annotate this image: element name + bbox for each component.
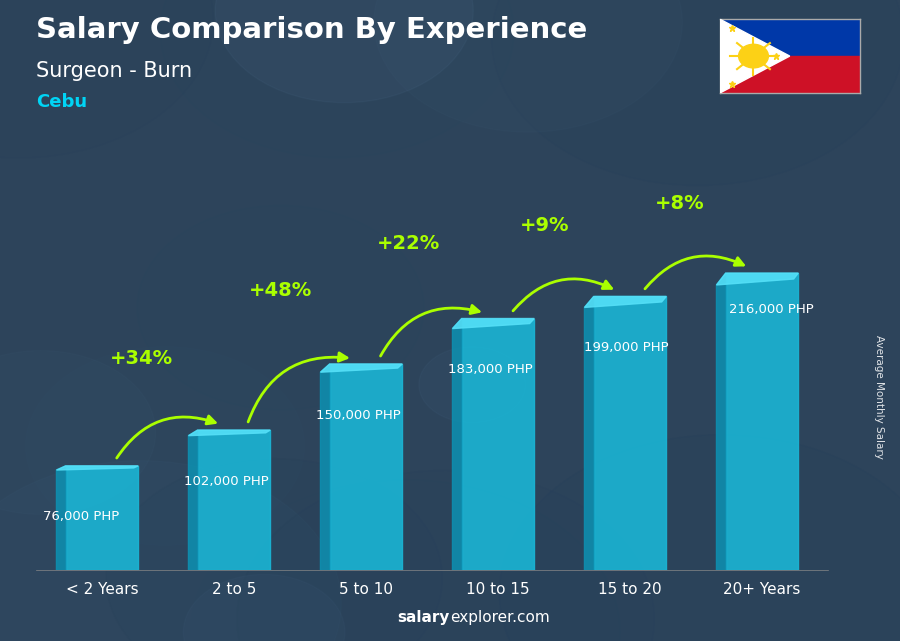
Text: +8%: +8% (655, 194, 705, 213)
Text: 199,000 PHP: 199,000 PHP (584, 341, 669, 354)
Polygon shape (188, 430, 270, 436)
Circle shape (500, 435, 900, 641)
Text: Surgeon - Burn: Surgeon - Burn (36, 61, 192, 81)
Polygon shape (66, 466, 139, 570)
Polygon shape (594, 297, 666, 570)
Polygon shape (57, 466, 139, 470)
Polygon shape (453, 319, 462, 570)
Circle shape (418, 347, 526, 422)
Text: Average Monthly Salary: Average Monthly Salary (874, 335, 884, 460)
Polygon shape (725, 273, 798, 570)
Polygon shape (188, 430, 198, 570)
Circle shape (215, 0, 473, 103)
Text: explorer.com: explorer.com (450, 610, 550, 625)
Text: 183,000 PHP: 183,000 PHP (448, 363, 533, 376)
Text: Cebu: Cebu (36, 93, 87, 111)
Circle shape (184, 574, 345, 641)
Polygon shape (716, 273, 798, 285)
Text: 216,000 PHP: 216,000 PHP (729, 303, 814, 316)
Circle shape (739, 44, 769, 68)
Text: +34%: +34% (110, 349, 173, 369)
Text: 76,000 PHP: 76,000 PHP (42, 510, 119, 524)
Polygon shape (453, 319, 535, 329)
Polygon shape (584, 297, 666, 308)
Polygon shape (57, 466, 66, 570)
Text: +22%: +22% (376, 234, 440, 253)
Circle shape (106, 458, 442, 641)
Circle shape (160, 0, 514, 158)
Polygon shape (329, 364, 402, 570)
Polygon shape (716, 273, 725, 570)
Circle shape (0, 461, 341, 641)
Polygon shape (720, 19, 790, 93)
Polygon shape (584, 297, 594, 570)
Polygon shape (720, 56, 859, 93)
Polygon shape (720, 19, 859, 56)
Polygon shape (320, 364, 402, 372)
Circle shape (491, 0, 900, 185)
Text: +9%: +9% (519, 216, 569, 235)
Polygon shape (320, 364, 329, 570)
Polygon shape (462, 319, 535, 570)
Circle shape (25, 347, 304, 545)
Polygon shape (198, 430, 270, 570)
Text: salary: salary (398, 610, 450, 625)
Text: 150,000 PHP: 150,000 PHP (316, 408, 400, 422)
Text: 102,000 PHP: 102,000 PHP (184, 474, 268, 488)
Circle shape (191, 479, 620, 641)
Text: +48%: +48% (248, 281, 311, 301)
Text: Salary Comparison By Experience: Salary Comparison By Experience (36, 16, 587, 44)
